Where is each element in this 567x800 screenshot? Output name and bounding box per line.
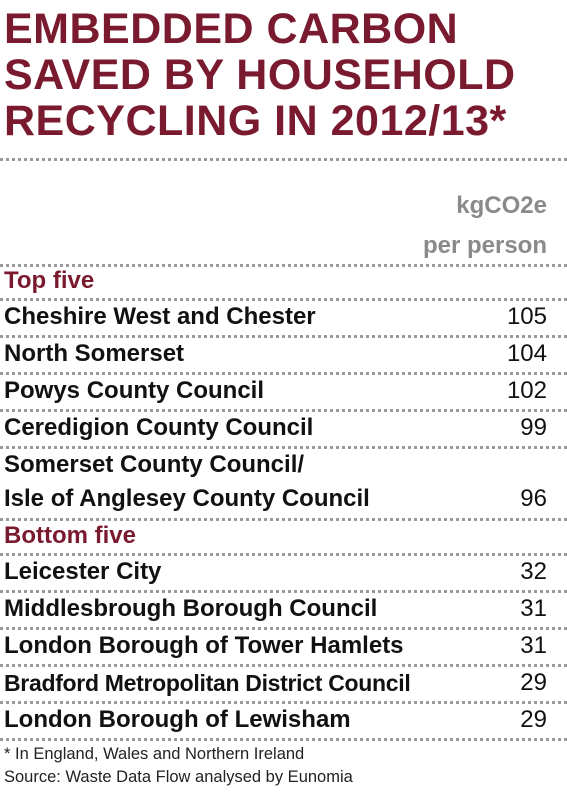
divider xyxy=(0,372,567,375)
section-heading-bottom-five: Bottom five xyxy=(4,522,136,549)
council-name: Isle of Anglesey County Council xyxy=(4,485,370,512)
divider xyxy=(0,409,567,412)
value: 99 xyxy=(520,414,547,441)
council-name: North Somerset xyxy=(4,340,185,367)
divider xyxy=(0,335,567,338)
value: 32 xyxy=(520,558,547,585)
title-line: SAVED BY HOUSEHOLD xyxy=(4,51,516,99)
council-name: Cheshire West and Chester xyxy=(4,303,316,330)
divider xyxy=(0,446,567,449)
council-name: London Borough of Lewisham xyxy=(4,706,351,733)
divider xyxy=(0,518,567,521)
value: 104 xyxy=(506,340,547,367)
unit-label-line1: kgCO2e xyxy=(456,192,547,219)
title-line: EMBEDDED CARBON xyxy=(4,5,459,53)
value: 29 xyxy=(520,669,547,696)
divider xyxy=(0,590,567,593)
council-name: Middlesbrough Borough Council xyxy=(4,595,378,622)
council-name: Bradford Metropolitan District Council xyxy=(4,670,411,696)
divider xyxy=(0,264,567,267)
value: 105 xyxy=(506,303,547,330)
divider xyxy=(0,664,567,667)
value: 96 xyxy=(520,485,547,512)
divider xyxy=(0,553,567,556)
value: 102 xyxy=(506,377,547,404)
source-note: Source: Waste Data Flow analysed by Euno… xyxy=(4,768,353,786)
divider xyxy=(0,627,567,630)
page-title: EMBEDDED CARBON SAVED BY HOUSEHOLD RECYC… xyxy=(4,6,564,144)
value: 31 xyxy=(520,595,547,622)
unit-label-line2: per person xyxy=(422,232,547,259)
divider xyxy=(0,738,567,741)
divider xyxy=(0,298,567,301)
section-heading-top-five: Top five xyxy=(4,267,95,294)
divider xyxy=(0,158,567,161)
council-name: Powys County Council xyxy=(4,377,265,404)
value: 29 xyxy=(520,706,547,733)
footnote: * In England, Wales and Northern Ireland xyxy=(4,745,305,763)
council-name: Ceredigion County Council xyxy=(4,414,314,441)
council-name-line1: Somerset County Council/ xyxy=(4,451,305,478)
title-line: RECYCLING IN 2012/13* xyxy=(4,97,507,145)
value: 31 xyxy=(520,632,547,659)
divider xyxy=(0,701,567,704)
council-name: Leicester City xyxy=(4,558,162,585)
council-name: London Borough of Tower Hamlets xyxy=(4,632,404,659)
